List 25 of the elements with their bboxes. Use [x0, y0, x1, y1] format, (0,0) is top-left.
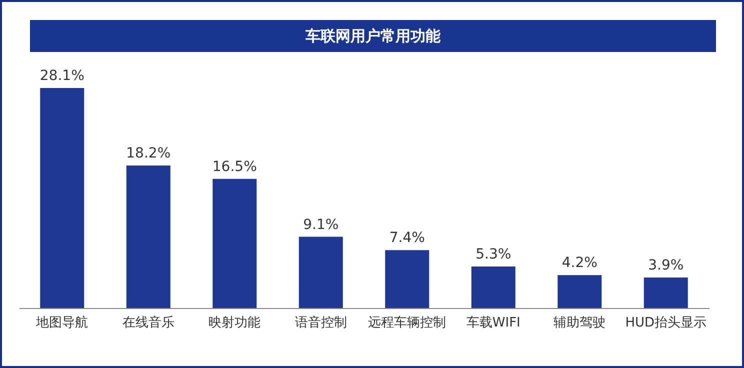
x-tick-label: 车载WIFI [466, 316, 520, 330]
x-tick-label: 地图导航 [35, 316, 88, 330]
x-tick-label: HUD抬头显示 [625, 316, 707, 330]
data-label: 16.5% [212, 158, 257, 175]
data-label: 4.2% [562, 255, 598, 272]
bar [558, 275, 602, 308]
bar [40, 88, 84, 308]
data-label: 28.1% [40, 68, 84, 84]
x-tick-label: 远程车辆控制 [368, 316, 446, 330]
bar [644, 277, 688, 308]
data-label: 7.4% [389, 230, 425, 246]
bar [212, 178, 257, 308]
bar [298, 236, 343, 308]
x-tick-label: 在线音乐 [122, 316, 174, 330]
chart-title: 车联网用户常用功能 [30, 20, 716, 52]
data-label: 18.2% [126, 146, 171, 162]
bar [385, 250, 430, 308]
x-tick-label: 语音控制 [294, 316, 347, 330]
bar [471, 266, 516, 308]
x-tick-label: 辅助驾驶 [554, 316, 606, 330]
data-label: 3.9% [648, 257, 684, 274]
data-label: 5.3% [476, 246, 512, 263]
data-label: 9.1% [303, 216, 339, 233]
bar [126, 166, 170, 308]
x-tick-label: 映射功能 [208, 316, 261, 330]
